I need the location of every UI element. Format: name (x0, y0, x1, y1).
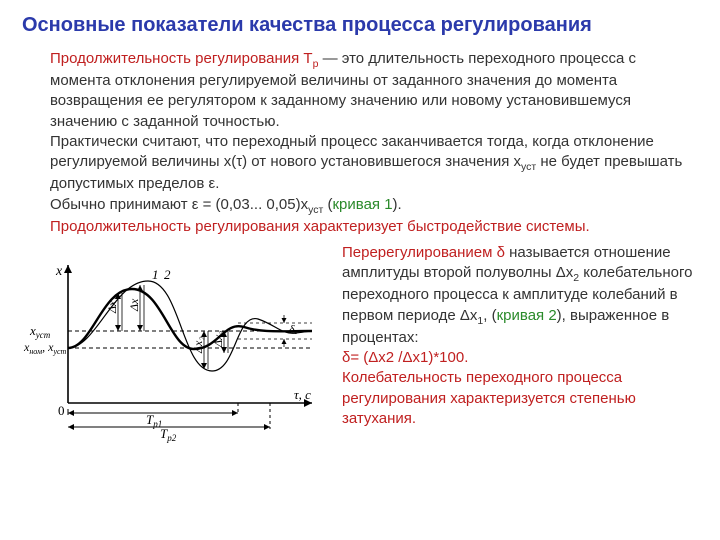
delta-formula: δ= (Δх2 /Δх1)*100. (342, 349, 468, 366)
process-graph: x τ, с 0 xуст xном, xуст Δx₁ Δx Δx₂ Δx₃ … (22, 253, 322, 443)
svg-text:0: 0 (58, 403, 65, 418)
svg-text:xуст: xуст (29, 323, 51, 340)
svg-text:Δx₁: Δx₁ (105, 296, 119, 314)
svg-text:Tр2: Tр2 (160, 426, 177, 443)
top-text-block: Продолжительность регулирования Тр — это… (22, 49, 698, 237)
svg-text:Δx: Δx (127, 298, 141, 312)
svg-text:δₑ: δₑ (289, 322, 298, 336)
curve-1-ref: кривая 1 (332, 196, 392, 213)
svg-text:1: 1 (152, 267, 159, 282)
svg-text:xном, xуст: xном, xуст (23, 340, 67, 356)
page-title: Основные показатели качества процесса ре… (22, 12, 698, 39)
damping-remark: Колебательность переходного процесса рег… (342, 369, 636, 427)
svg-text:Δx₂: Δx₂ (191, 336, 205, 354)
curve-2-ref: кривая 2 (497, 307, 557, 324)
svg-text:2: 2 (164, 267, 171, 282)
term-delta: Перерегулированием δ (342, 244, 505, 261)
svg-text:Δx₃: Δx₃ (211, 330, 225, 348)
right-text-block: Перерегулированием δ называется отношени… (332, 243, 698, 449)
svg-text:τ, с: τ, с (294, 387, 311, 402)
speed-remark: Продолжительность регулирования характер… (50, 218, 590, 235)
svg-text:x: x (55, 264, 63, 279)
figure-column: x τ, с 0 xуст xном, xуст Δx₁ Δx Δx₂ Δx₃ … (22, 243, 332, 449)
term-tp: Продолжительность регулирования Тр (50, 50, 318, 67)
